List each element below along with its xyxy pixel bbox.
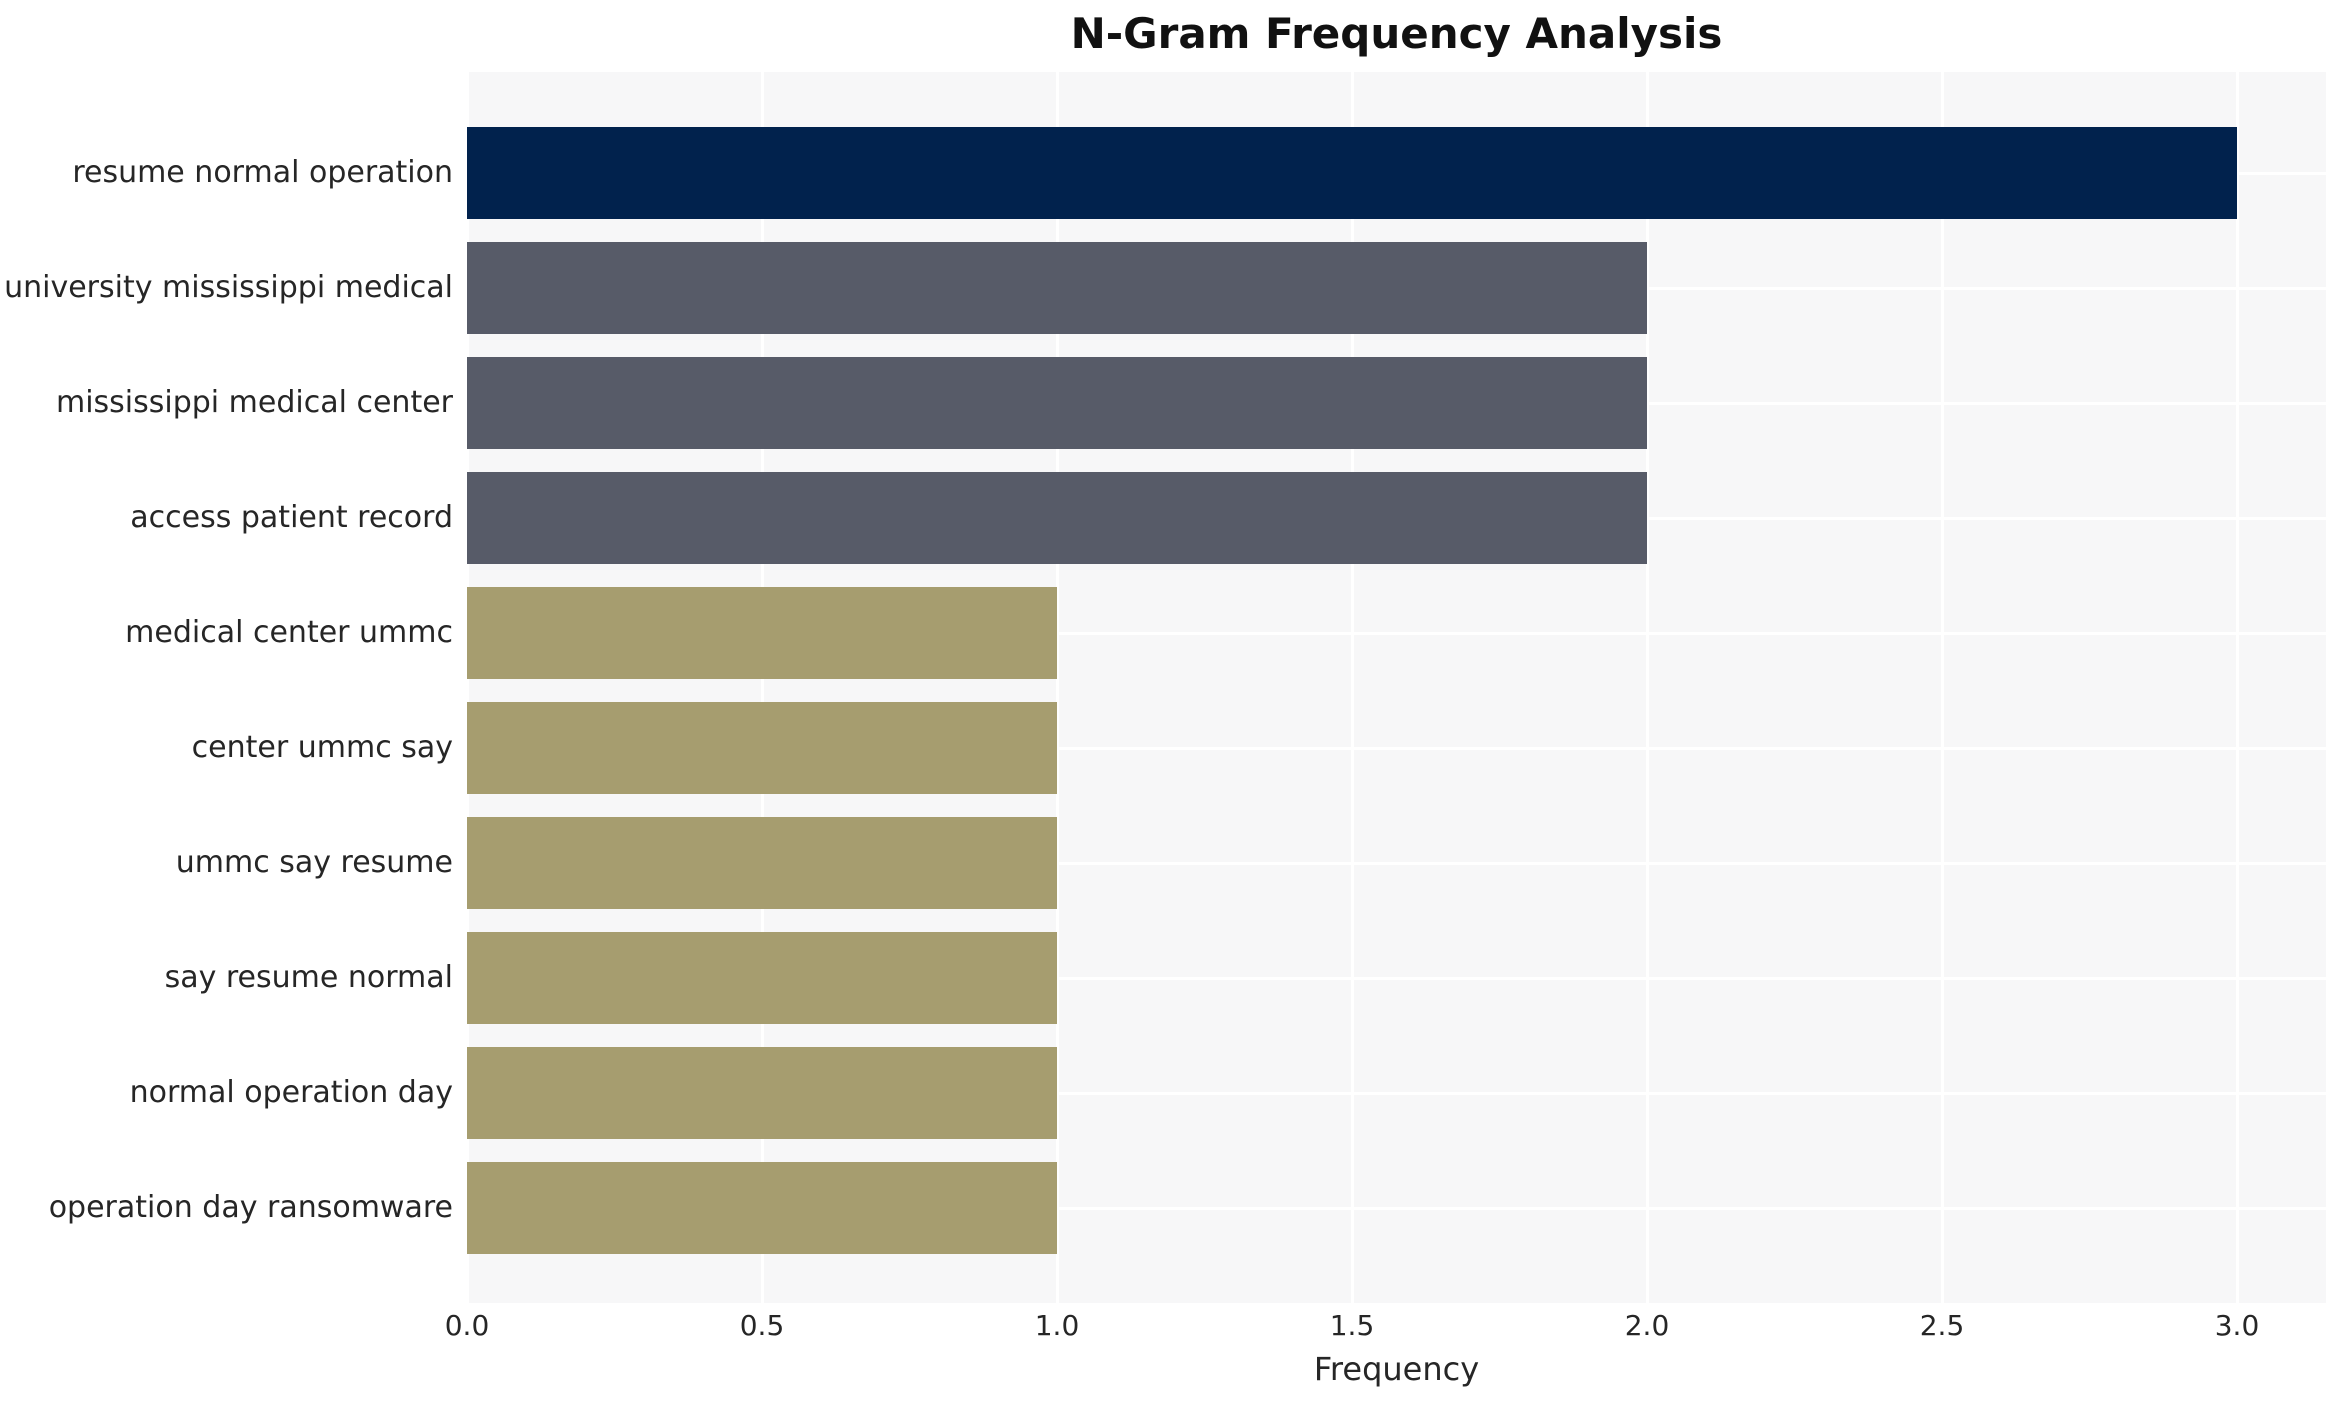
gridline-vertical <box>1350 72 1354 1303</box>
bar-center-ummc-say <box>467 702 1057 794</box>
x-axis-label: Frequency <box>1313 1350 1480 1388</box>
gridline-horizontal <box>467 1091 2326 1095</box>
y-axis-label: normal operation day <box>129 1075 453 1110</box>
gridline-vertical <box>465 72 469 1303</box>
gridline-horizontal <box>467 631 2326 635</box>
bar-normal-operation-day <box>467 1047 1057 1139</box>
y-axis-label: resume normal operation <box>72 155 453 190</box>
bar-university-mississippi-medical <box>467 242 1647 334</box>
bar-medical-center-ummc <box>467 587 1057 679</box>
chart-title: N-Gram Frequency Analysis <box>1070 9 1723 58</box>
gridline-vertical <box>1940 72 1944 1303</box>
gridline-horizontal <box>467 1206 2326 1210</box>
gridline-horizontal <box>467 861 2326 865</box>
gridline-vertical <box>760 72 764 1303</box>
gridline-horizontal <box>467 976 2326 980</box>
y-axis-label: say resume normal <box>164 960 453 995</box>
x-axis-tick-label: 0.0 <box>444 1309 490 1342</box>
y-axis-labels: resume normal operation university missis… <box>0 72 453 1303</box>
x-axis-tick-label: 0.5 <box>739 1309 785 1342</box>
bar-say-resume-normal <box>467 932 1057 1024</box>
gridline-vertical <box>1055 72 1059 1303</box>
y-axis-label: mississippi medical center <box>55 385 453 420</box>
y-axis-label: ummc say resume <box>175 845 453 880</box>
x-axis-tick-label: 1.5 <box>1329 1309 1375 1342</box>
y-axis-label: access patient record <box>130 500 453 535</box>
gridline-vertical <box>1645 72 1649 1303</box>
x-axis-tick-label: 1.0 <box>1034 1309 1080 1342</box>
y-axis-label: center ummc say <box>191 730 453 765</box>
x-axis-tick-label: 2.0 <box>1624 1309 1670 1342</box>
gridline-horizontal <box>467 746 2326 750</box>
bar-operation-day-ransomware <box>467 1162 1057 1254</box>
y-axis-label: university mississippi medical <box>4 270 453 305</box>
bar-mississippi-medical-center <box>467 357 1647 449</box>
bar-access-patient-record <box>467 472 1647 564</box>
x-axis-tick-label: 3.0 <box>2214 1309 2260 1342</box>
bar-resume-normal-operation <box>467 127 2237 219</box>
gridline-vertical <box>2235 72 2239 1303</box>
y-axis-label: operation day ransomware <box>48 1190 453 1225</box>
plot-area <box>465 72 2326 1303</box>
x-axis-ticks: 0.0 0.5 1.0 1.5 2.0 2.5 3.0 <box>0 1309 2344 1349</box>
y-axis-label: medical center ummc <box>125 615 453 650</box>
x-axis-tick-label: 2.5 <box>1919 1309 1965 1342</box>
bar-ummc-say-resume <box>467 817 1057 909</box>
